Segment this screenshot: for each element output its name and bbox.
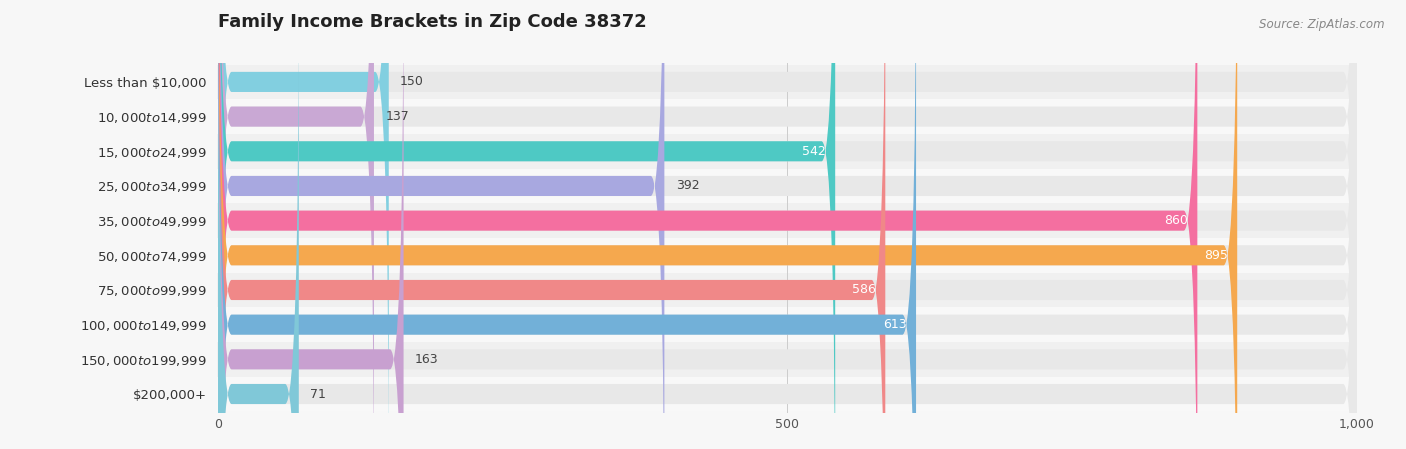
FancyBboxPatch shape [218,0,299,449]
Bar [217,273,1357,307]
Text: 150: 150 [401,75,425,88]
FancyBboxPatch shape [218,0,1357,449]
FancyBboxPatch shape [218,0,665,449]
Text: Family Income Brackets in Zip Code 38372: Family Income Brackets in Zip Code 38372 [218,13,647,31]
Text: 613: 613 [883,318,907,331]
Text: 163: 163 [415,353,439,366]
FancyBboxPatch shape [218,0,404,449]
Text: Source: ZipAtlas.com: Source: ZipAtlas.com [1260,18,1385,31]
Text: 895: 895 [1204,249,1227,262]
Bar [217,238,1357,273]
Text: 542: 542 [803,145,827,158]
FancyBboxPatch shape [218,0,1357,449]
Text: 586: 586 [852,283,876,296]
FancyBboxPatch shape [218,0,1237,449]
Bar [217,134,1357,169]
Text: 860: 860 [1164,214,1188,227]
FancyBboxPatch shape [218,0,1357,449]
FancyBboxPatch shape [218,0,835,449]
Bar [217,169,1357,203]
FancyBboxPatch shape [218,0,1357,449]
Text: 71: 71 [311,387,326,401]
FancyBboxPatch shape [218,0,388,449]
Bar [217,99,1357,134]
FancyBboxPatch shape [218,0,374,449]
FancyBboxPatch shape [218,0,1357,449]
FancyBboxPatch shape [218,0,1198,449]
FancyBboxPatch shape [218,0,886,449]
FancyBboxPatch shape [218,0,1357,449]
Text: 137: 137 [385,110,409,123]
FancyBboxPatch shape [218,0,917,449]
Text: 392: 392 [676,180,699,193]
Bar [217,342,1357,377]
FancyBboxPatch shape [218,0,1357,449]
Bar [217,65,1357,99]
Bar [217,203,1357,238]
FancyBboxPatch shape [218,0,1357,449]
FancyBboxPatch shape [218,0,1357,449]
Bar [217,377,1357,411]
Bar [217,307,1357,342]
FancyBboxPatch shape [218,0,1357,449]
